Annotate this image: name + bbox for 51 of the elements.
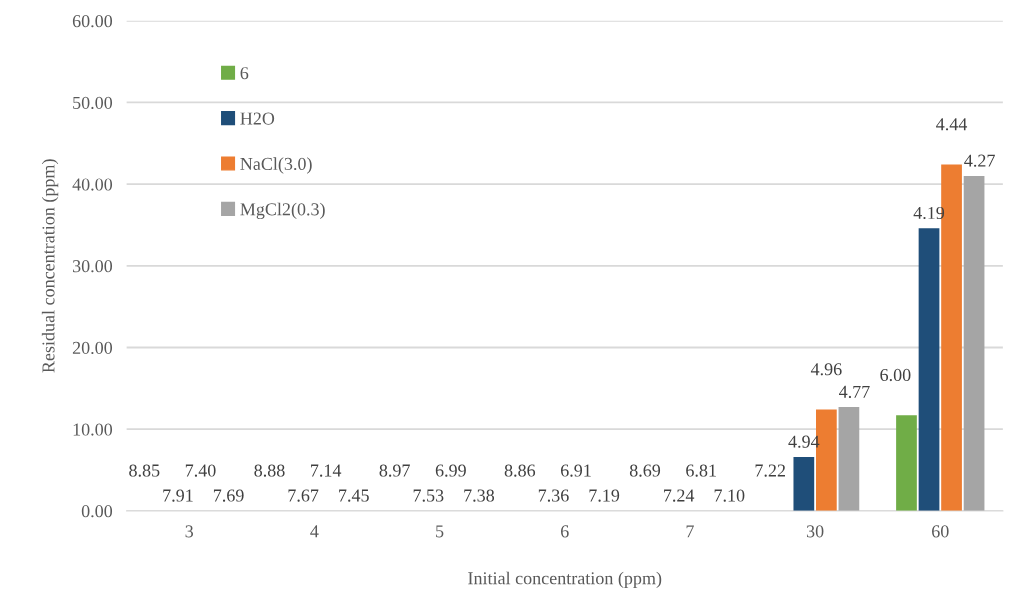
y-tick-label: 10.00	[73, 423, 113, 436]
x-tick-label: 60	[932, 525, 949, 538]
x-tick-label: 4	[310, 525, 319, 538]
annotation: 4.96	[810, 363, 842, 376]
annotation: 7.14	[311, 464, 342, 477]
y-axis-title: Residual concentration (ppm)	[41, 159, 59, 373]
x-tick-label: 5	[436, 525, 444, 538]
bar	[963, 175, 985, 511]
annotation: 6.00	[880, 368, 911, 382]
annotation: 6.81	[686, 464, 716, 477]
annotation: 8.86	[504, 464, 536, 477]
legend-label: 6	[240, 67, 249, 80]
bar	[896, 415, 917, 511]
annotation: 8.69	[629, 464, 661, 477]
y-tick-label: 50.00	[73, 96, 113, 109]
annotation: 7.69	[213, 489, 244, 502]
annotation: 7.67	[288, 489, 319, 502]
legend-label: MgCl2(0.3)	[240, 202, 325, 220]
bar	[793, 456, 815, 511]
annotation: 4.44	[936, 118, 968, 131]
x-tick-label: 30	[806, 525, 824, 538]
annotation: 8.85	[129, 464, 160, 477]
annotation: 4.27	[964, 154, 995, 167]
y-tick-label: 30.00	[72, 260, 113, 273]
annotation: 7.38	[464, 489, 495, 502]
annotation: 7.53	[413, 489, 444, 502]
x-tick-label: 7	[686, 525, 694, 538]
legend-label: NaCl(3.0)	[240, 157, 312, 174]
y-tick-label: 40.00	[72, 178, 113, 191]
y-tick-label: 60.00	[72, 15, 113, 28]
annotation: 7.10	[714, 489, 745, 502]
annotation: 7.91	[163, 489, 193, 502]
annotation: 8.88	[254, 464, 285, 477]
annotation: 6.91	[560, 464, 591, 477]
annotation: 7.24	[664, 489, 695, 502]
annotation: 7.22	[755, 464, 785, 477]
annotation: 6.99	[435, 464, 466, 477]
legend-label: H2O	[240, 112, 275, 125]
bar	[918, 228, 940, 511]
x-tick-label: 6	[561, 525, 569, 538]
y-tick-label: 0.00	[81, 505, 113, 518]
bar	[838, 407, 860, 511]
annotation: 8.97	[379, 464, 410, 477]
annotation: 7.36	[538, 489, 569, 502]
y-tick-label: 20.00	[72, 341, 113, 355]
x-tick-label: 3	[185, 525, 194, 538]
annotation: 7.40	[185, 464, 216, 477]
annotation: 7.19	[589, 489, 620, 502]
annotation: 7.45	[339, 489, 369, 502]
x-axis-title: Initial concentration (ppm)	[468, 571, 662, 589]
annotation: 4.77	[839, 385, 870, 398]
